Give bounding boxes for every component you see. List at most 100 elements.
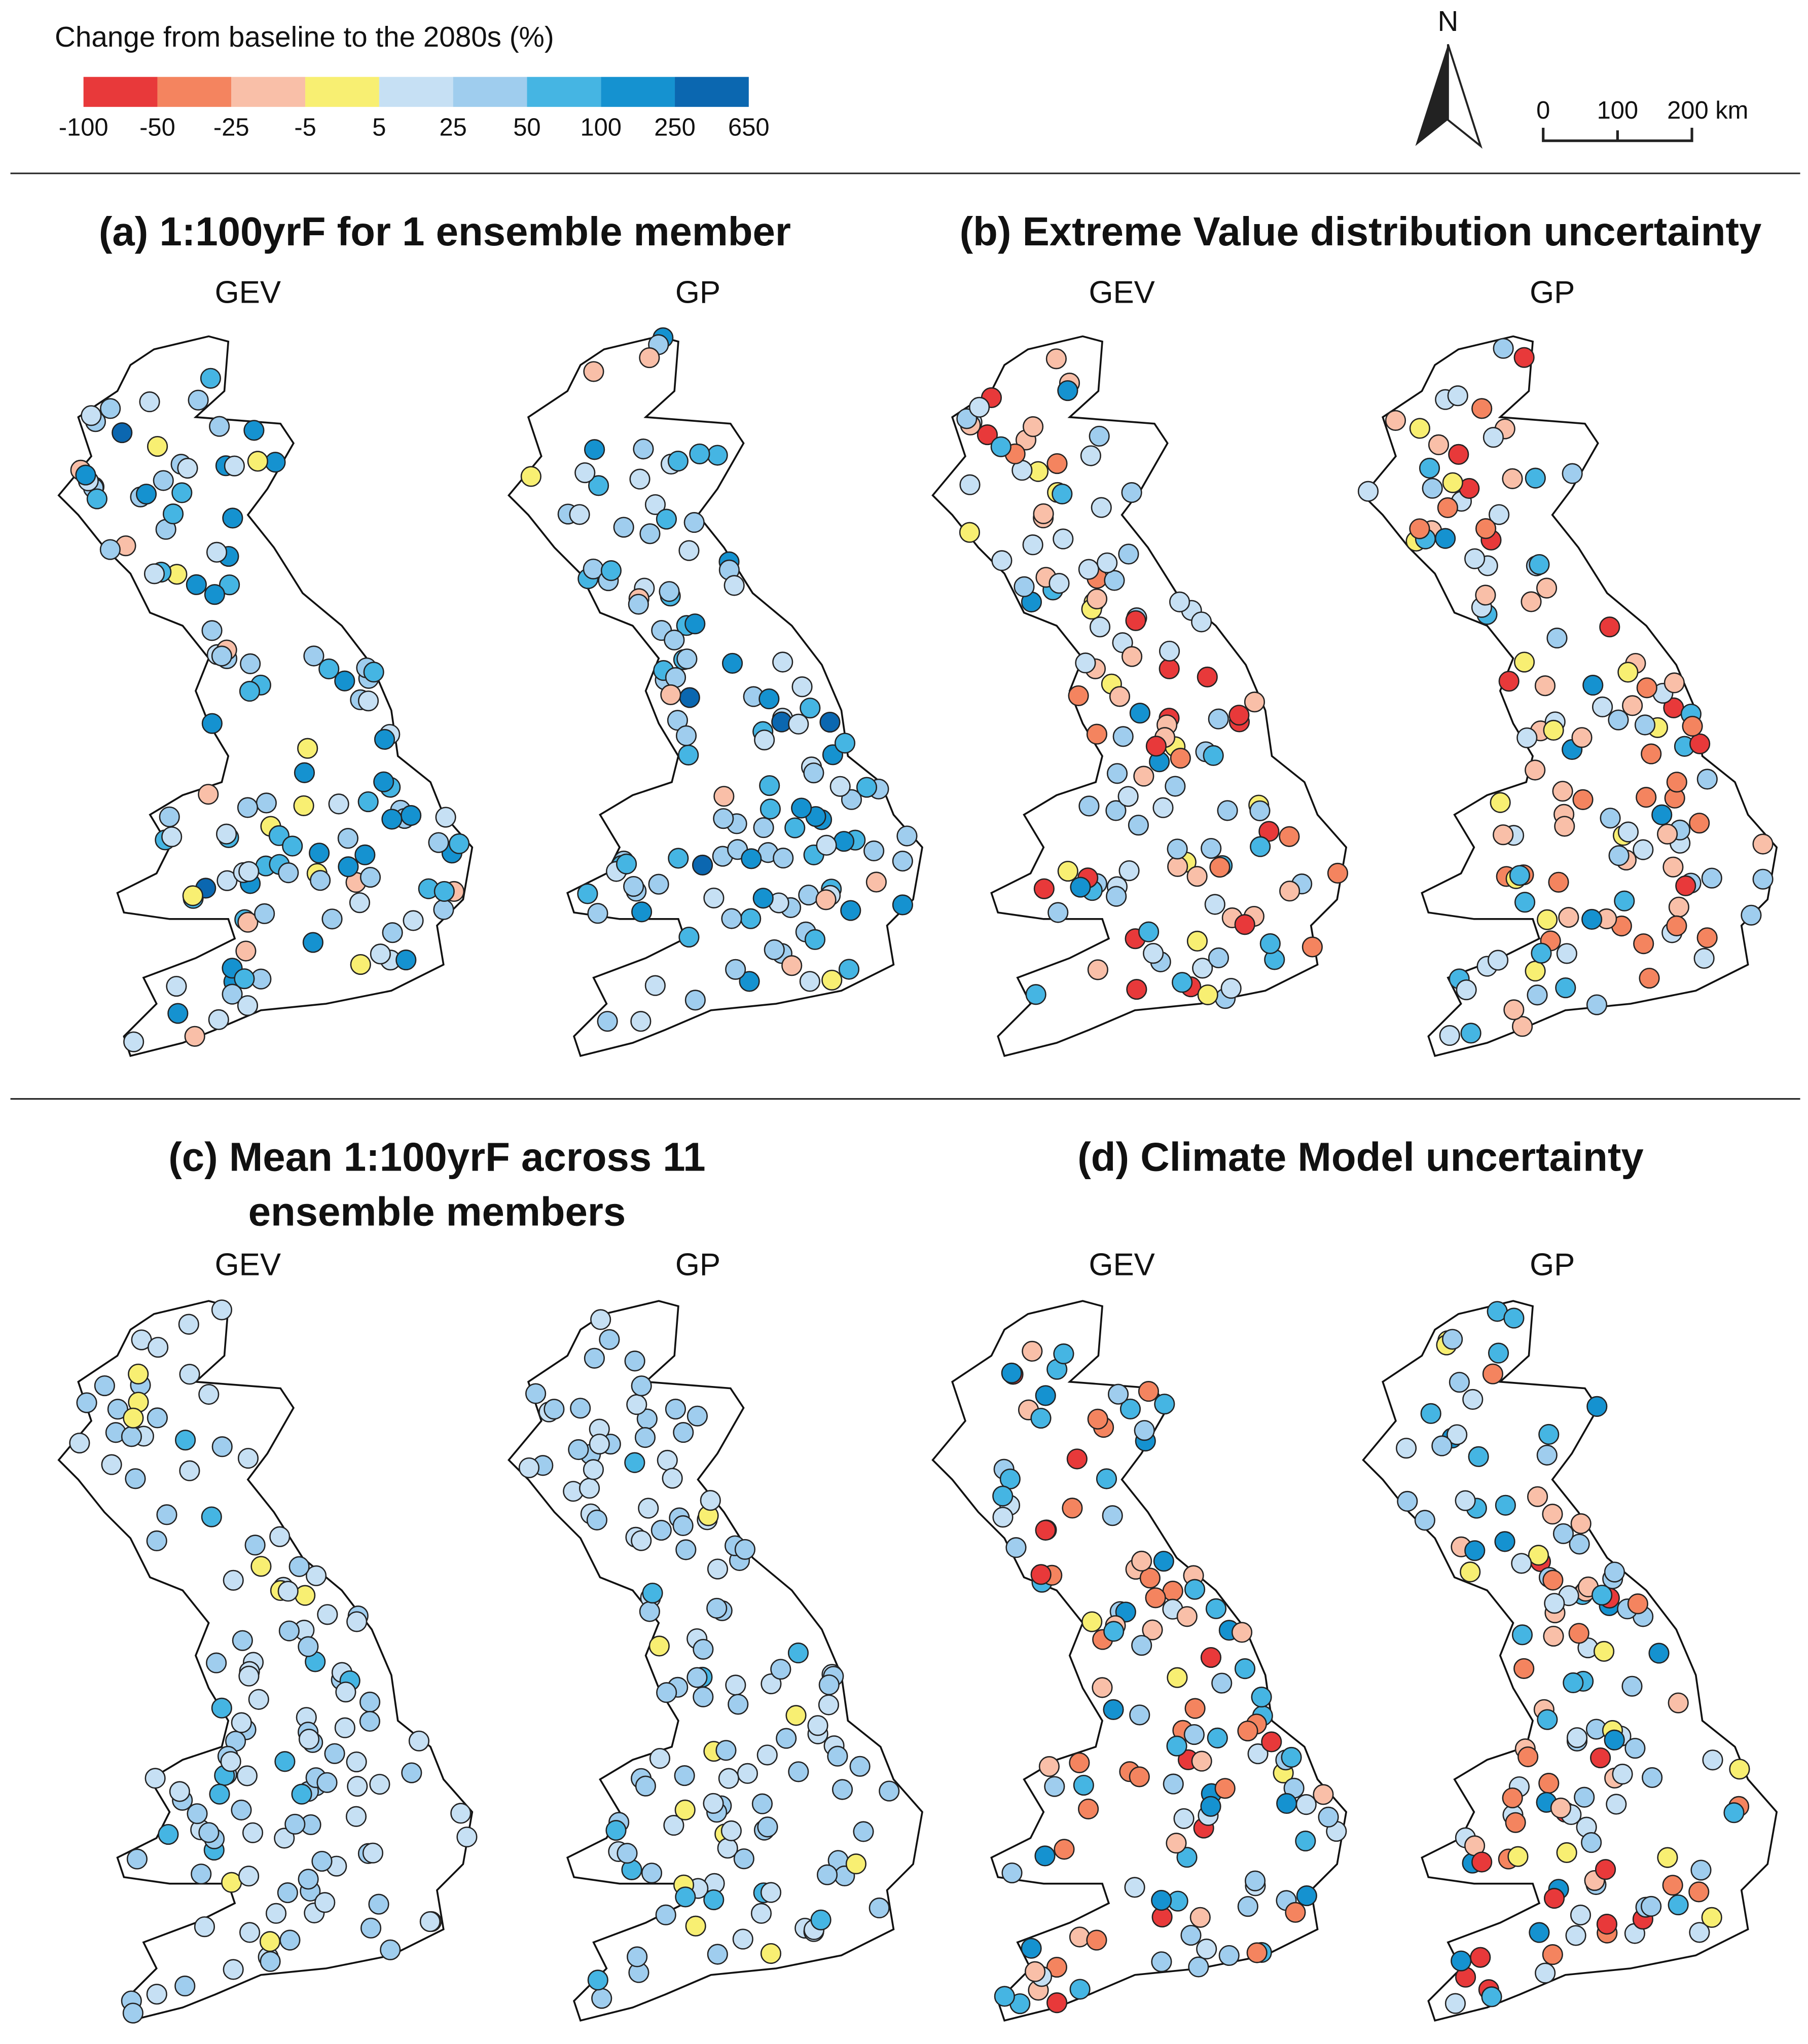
gauge-site (187, 1803, 208, 1824)
gauge-site (991, 550, 1013, 571)
gauge-site (381, 809, 403, 830)
gauge-site (284, 1813, 306, 1835)
gauge-site (544, 1399, 565, 1420)
gauge-site (1614, 890, 1635, 911)
gauge-site (631, 901, 653, 923)
gauge-site (1035, 1385, 1056, 1406)
panel-title: (c) Mean 1:100yrF across 11 (168, 1135, 705, 1180)
gauge-site (1075, 652, 1096, 674)
gauge-site (1169, 591, 1190, 612)
gauge-site (818, 1674, 840, 1696)
gauge-site (841, 789, 862, 810)
gauge-site (1001, 1362, 1022, 1384)
gauge-site (179, 1460, 200, 1481)
gauge-site (959, 474, 981, 495)
gauge-site (1529, 1922, 1550, 1943)
gauge-site (1525, 467, 1546, 489)
gauge-site (1689, 733, 1711, 754)
gauge-site (456, 1827, 478, 1848)
gauge-site (994, 1986, 1015, 2007)
gauge-site (703, 1793, 724, 1814)
gauge-site (1176, 1606, 1198, 1627)
gauge-site (1702, 1749, 1723, 1771)
gauge-site (1558, 906, 1579, 928)
gauge-site (752, 888, 774, 909)
coastline (57, 335, 474, 1057)
gauge-site (1124, 1877, 1145, 1898)
gauge-site (1208, 947, 1230, 969)
gauge-site (1139, 1567, 1161, 1589)
gauge-site (574, 462, 596, 484)
gauge-site (1641, 1895, 1662, 1917)
gauge-site (428, 832, 449, 853)
gauge-site (1167, 838, 1188, 860)
gauge-site (1131, 1635, 1152, 1656)
gauge-site (1552, 1523, 1574, 1544)
gauge-site (721, 908, 742, 929)
gauge-site (1542, 1570, 1564, 1591)
gauge-site (211, 1436, 233, 1457)
gauge-site (349, 892, 371, 914)
legend-label: 100 (580, 114, 622, 141)
gauge-site (1517, 1746, 1539, 1768)
gauge-site (791, 676, 813, 698)
gauge-site (1080, 445, 1101, 466)
gauge-site (657, 1449, 678, 1471)
gauge-site (179, 1364, 200, 1385)
gauge-site (639, 347, 660, 369)
gauge-site (757, 1816, 778, 1838)
gauge-site (781, 955, 803, 976)
gauge-site (1249, 800, 1271, 821)
gauge-site (433, 899, 454, 920)
gauge-site (728, 1694, 749, 1715)
gauge-site (1513, 1658, 1535, 1679)
gauge-site (1244, 691, 1265, 713)
gauge-site (577, 883, 598, 904)
gauge-site (1117, 786, 1139, 807)
gauge-site (1033, 503, 1054, 525)
gauge-site (198, 1822, 220, 1843)
gauge-site (1057, 860, 1078, 882)
gauge-site (159, 806, 180, 827)
gauge-site (1444, 1993, 1466, 2014)
gauge-site (1627, 1593, 1648, 1615)
gauge-site (807, 1715, 828, 1736)
gauge-site (1172, 972, 1193, 993)
gauge-site (1285, 1902, 1306, 1923)
gauge-site (1574, 1786, 1595, 1808)
gauge-site (1490, 792, 1511, 813)
gauge-site (1675, 875, 1696, 896)
panel-title: ensemble members (248, 1189, 626, 1234)
gauge-site (359, 866, 381, 888)
gauge-site (683, 512, 705, 533)
gauge-site (1471, 1851, 1493, 1873)
gauge-site (1301, 936, 1323, 958)
gauge-site (638, 1498, 659, 1519)
gauge-site (408, 1730, 430, 1751)
gauge-site (1487, 950, 1509, 971)
gauge-site (277, 1882, 298, 1904)
gauge-site (1525, 759, 1546, 781)
gauge-site (1397, 1490, 1418, 1512)
gauge-site (334, 670, 355, 691)
gauge-site (1668, 896, 1689, 918)
gauge-site (174, 1976, 196, 1997)
gauge-site (167, 1003, 189, 1024)
gauge-site (1511, 1553, 1532, 1574)
gauge-site (819, 711, 841, 733)
gauge-site (303, 645, 324, 667)
gauge-site (178, 1313, 199, 1335)
legend-label: 5 (372, 114, 386, 141)
gauge-site (758, 688, 780, 710)
gauge-site (587, 1969, 608, 1991)
gauge-site (1030, 1407, 1052, 1429)
gauge-site (1688, 1881, 1710, 1903)
gauge-site (1203, 745, 1224, 766)
gauge-site (1612, 1764, 1633, 1785)
gauge-site (1664, 672, 1685, 694)
gauge-site (816, 834, 837, 856)
gauge-site (838, 959, 860, 980)
gauge-site (1409, 518, 1430, 539)
gauge-site (147, 1407, 168, 1429)
gauge-site (201, 713, 223, 734)
